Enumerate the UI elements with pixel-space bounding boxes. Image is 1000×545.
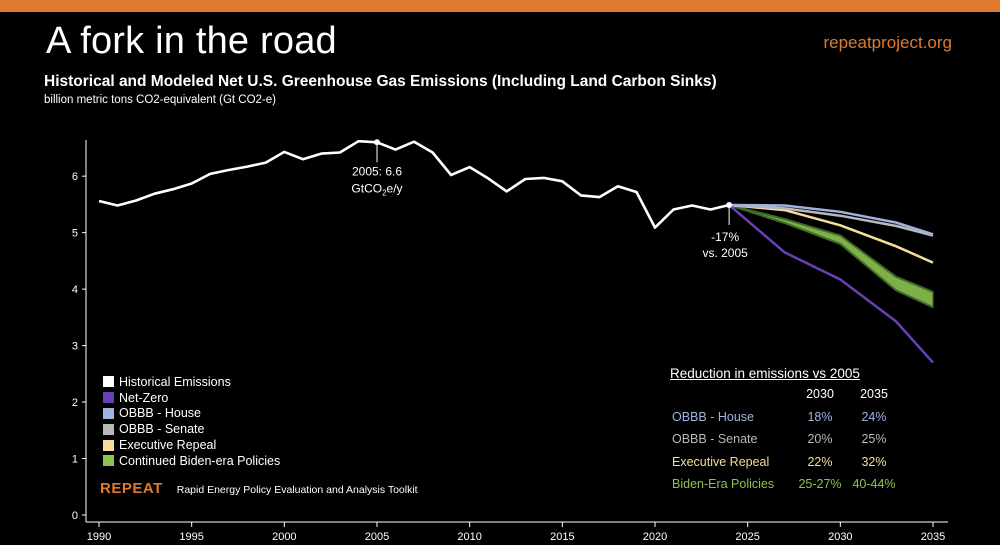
y-tick-label: 1 bbox=[72, 454, 78, 466]
y-tick-label: 6 bbox=[72, 171, 78, 183]
x-tick-label: 1990 bbox=[87, 531, 111, 543]
repeat-tagline: Rapid Energy Policy Evaluation and Analy… bbox=[176, 484, 418, 496]
reduction-table: Reduction in emissions vs 2005 2030 2035… bbox=[668, 366, 898, 500]
col-header-2035: 2035 bbox=[860, 387, 888, 401]
y-tick-label: 5 bbox=[72, 228, 78, 240]
obbb-house-line bbox=[729, 203, 934, 236]
x-tick-label: 2025 bbox=[735, 531, 759, 543]
annotation-2024-line2: vs. 2005 bbox=[702, 246, 748, 260]
historical-emissions-line bbox=[98, 139, 730, 229]
biden-era-band bbox=[728, 204, 934, 309]
obbb-senate-line bbox=[729, 203, 934, 237]
legend-item-obbb-house: OBBB - House bbox=[103, 406, 280, 422]
row-name: OBBB - House bbox=[672, 409, 754, 424]
legend-label-obbb-house: OBBB - House bbox=[119, 406, 201, 421]
y-tick-label: 3 bbox=[72, 341, 78, 353]
row-2030-value: 18% bbox=[807, 409, 833, 424]
net-zero-line bbox=[728, 204, 934, 364]
repeat-logo: REPEAT bbox=[100, 480, 163, 497]
legend-label-obbb-senate: OBBB - Senate bbox=[119, 422, 205, 437]
site-link[interactable]: repeatproject.org bbox=[823, 33, 952, 52]
row-2030-value: 25-27% bbox=[798, 477, 842, 491]
legend-label-biden-era: Continued Biden-era Policies bbox=[119, 453, 281, 468]
row-name: Biden-Era Policies bbox=[672, 477, 775, 491]
legend-swatch-obbb-house bbox=[103, 407, 114, 419]
x-tick-label: 2035 bbox=[921, 531, 945, 543]
row-2035-value: 25% bbox=[861, 432, 887, 446]
col-header-2030: 2030 bbox=[806, 387, 834, 401]
row-name: Executive Repeal bbox=[672, 454, 770, 469]
annotation-2024-line1: -17% bbox=[711, 230, 739, 244]
legend-item-executive-repeal: Executive Repeal bbox=[103, 437, 280, 453]
row-2030-value: 20% bbox=[807, 432, 833, 446]
legend-label-executive-repeal: Executive Repeal bbox=[119, 438, 217, 453]
reduction-table-header: 2030 2035 bbox=[668, 387, 898, 410]
chart-subtitle: billion metric tons CO2-equivalent (Gt C… bbox=[44, 94, 276, 106]
legend-item-obbb-senate: OBBB - Senate bbox=[103, 421, 280, 437]
reduction-table-title: Reduction in emissions vs 2005 bbox=[670, 366, 860, 381]
y-tick-label: 4 bbox=[72, 284, 78, 296]
y-tick-label: 2 bbox=[72, 397, 78, 409]
x-tick-label: 2030 bbox=[828, 531, 852, 543]
legend-swatch-net-zero bbox=[103, 392, 114, 404]
table-row-obbb-house: OBBB - House 18% 24% bbox=[668, 410, 898, 433]
biden-era-lower-line bbox=[728, 204, 934, 309]
row-2035-value: 24% bbox=[861, 409, 887, 424]
legend-swatch-biden-era bbox=[103, 455, 114, 467]
legend-label-historical: Historical Emissions bbox=[119, 374, 231, 389]
legend-swatch-executive-repeal bbox=[103, 439, 114, 451]
chart-title: Historical and Modeled Net U.S. Greenhou… bbox=[44, 73, 717, 90]
table-row-biden-era: Biden-Era Policies 25-27% 40-44% bbox=[668, 477, 898, 500]
row-2030-value: 22% bbox=[807, 454, 833, 469]
legend-swatch-obbb-senate bbox=[103, 423, 114, 435]
x-tick-label: 2010 bbox=[457, 531, 481, 543]
repeat-brand: REPEAT Rapid Energy Policy Evaluation an… bbox=[100, 480, 418, 497]
annotation-2005-line1: 2005: 6.6 bbox=[352, 164, 402, 178]
x-tick-label: 2015 bbox=[550, 531, 574, 543]
y-tick-label: 0 bbox=[72, 510, 78, 522]
legend-item-historical: Historical Emissions bbox=[103, 374, 280, 390]
accent-bar bbox=[0, 0, 1000, 12]
x-tick-label: 2000 bbox=[272, 531, 296, 543]
x-tick-label: 1995 bbox=[179, 531, 203, 543]
legend-item-biden-era: Continued Biden-era Policies bbox=[103, 453, 280, 469]
biden-era-upper-line bbox=[728, 204, 934, 293]
row-name: OBBB - Senate bbox=[672, 432, 758, 446]
annotation-2005-line2: GtCO2e/y bbox=[351, 181, 402, 197]
row-2035-value: 32% bbox=[861, 454, 887, 469]
page-headline: A fork in the road bbox=[46, 20, 337, 62]
row-2035-value: 40-44% bbox=[852, 477, 896, 491]
table-row-obbb-senate: OBBB - Senate 20% 25% bbox=[668, 432, 898, 455]
x-tick-label: 2020 bbox=[643, 531, 667, 543]
legend-label-net-zero: Net-Zero bbox=[119, 390, 169, 405]
legend-swatch-historical bbox=[103, 376, 114, 388]
legend-item-net-zero: Net-Zero bbox=[103, 390, 280, 406]
table-row-executive-repeal: Executive Repeal 22% 32% bbox=[668, 455, 898, 478]
chart-legend: Historical Emissions Net-Zero OBBB - Hou… bbox=[103, 374, 280, 469]
x-tick-label: 2005 bbox=[365, 531, 389, 543]
